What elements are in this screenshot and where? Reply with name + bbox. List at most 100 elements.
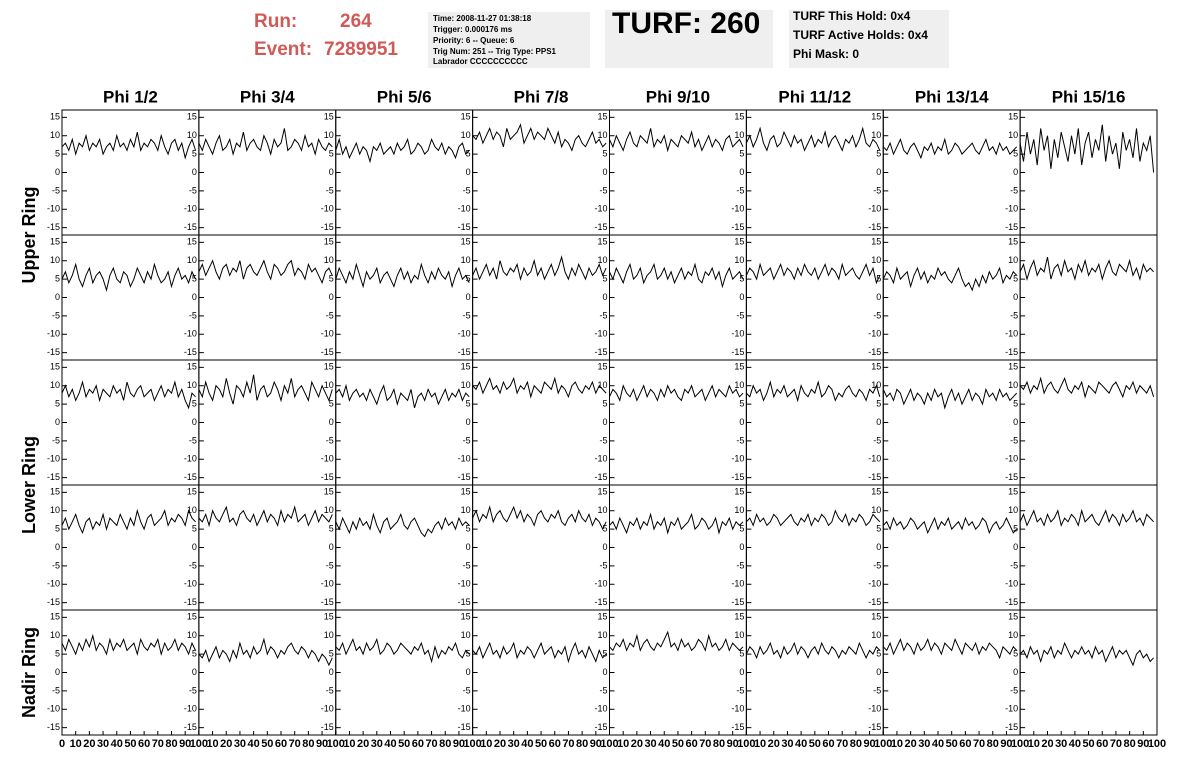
y-tick-label: 10 (871, 380, 881, 390)
y-tick-label: 10 (461, 630, 471, 640)
y-tick-label: 10 (461, 380, 471, 390)
y-tick-label: -15 (47, 597, 60, 607)
y-tick-label: 0 (466, 667, 471, 677)
y-tick-label: 10 (50, 255, 60, 265)
y-tick-label: 5 (466, 648, 471, 658)
y-tick-label: -10 (458, 329, 471, 339)
event-number: 7289951 (324, 39, 398, 60)
y-tick-label: 5 (602, 398, 607, 408)
y-tick-label: -10 (1005, 579, 1018, 589)
y-tick-label: 0 (739, 542, 744, 552)
panel-frame (198, 484, 337, 611)
y-tick-label: 15 (324, 362, 334, 372)
y-tick-label: 15 (734, 362, 744, 372)
y-tick-label: -15 (47, 347, 60, 357)
panel-frame (882, 484, 1021, 611)
y-tick-label: -15 (184, 722, 197, 732)
y-tick-label: 15 (1008, 487, 1018, 497)
column-title: Phi 13/14 (915, 87, 989, 106)
y-tick-label: -10 (47, 454, 60, 464)
x-tick-label: 10 (891, 738, 903, 750)
waveform (882, 137, 1018, 160)
y-tick-label: -10 (458, 579, 471, 589)
x-tick-label: 90 (316, 738, 328, 750)
info-line: Labrador CCCCCCCCCC (433, 57, 528, 66)
y-tick-label: -5 (463, 560, 471, 570)
waveform (472, 255, 607, 281)
x-tick-label: 20 (494, 738, 506, 750)
status-line: TURF Active Holds: 0x4 (793, 28, 928, 42)
y-tick-label: 5 (192, 398, 197, 408)
y-tick-label: 0 (1013, 292, 1018, 302)
y-tick-label: 0 (192, 417, 197, 427)
y-tick-label: -15 (1005, 722, 1018, 732)
row-title: Nadir Ring (19, 627, 39, 718)
panel-frame (882, 359, 1021, 486)
x-tick-label: 50 (809, 738, 821, 750)
y-tick-label: 0 (876, 667, 881, 677)
y-tick-label: 0 (329, 292, 334, 302)
y-tick-label: -5 (463, 685, 471, 695)
y-tick-label: 15 (187, 112, 197, 122)
x-tick-label: 80 (439, 738, 451, 750)
y-tick-label: 5 (55, 398, 60, 408)
y-tick-label: 15 (871, 112, 881, 122)
y-tick-label: 15 (324, 612, 334, 622)
y-tick-label: -5 (326, 685, 334, 695)
y-tick-label: -15 (594, 222, 607, 232)
x-tick-label: 30 (644, 738, 656, 750)
y-tick-label: -10 (731, 329, 744, 339)
y-tick-label: -5 (52, 185, 60, 195)
y-tick-label: -10 (47, 704, 60, 714)
y-tick-label: 0 (739, 417, 744, 427)
y-tick-label: 0 (55, 167, 60, 177)
y-tick-label: -5 (873, 310, 881, 320)
y-tick-label: 5 (192, 148, 197, 158)
x-tick-label: 60 (1096, 738, 1108, 750)
x-tick-label: 50 (124, 738, 136, 750)
y-tick-label: 10 (597, 255, 607, 265)
x-tick-label: 80 (165, 738, 177, 750)
panel-frame (609, 609, 747, 736)
x-tick-label: 20 (768, 738, 780, 750)
info-line: Trigger: 0.000176 ms (433, 25, 513, 34)
y-tick-label: 5 (876, 148, 881, 158)
y-tick-label: 15 (324, 487, 334, 497)
y-tick-label: -10 (731, 704, 744, 714)
x-tick-label: 90 (453, 738, 465, 750)
y-tick-label: 5 (602, 648, 607, 658)
y-tick-label: -10 (868, 704, 881, 714)
y-tick-label: 15 (461, 487, 471, 497)
panel-frame (609, 359, 747, 486)
y-tick-label: -15 (47, 222, 60, 232)
x-tick-label: 90 (179, 738, 191, 750)
x-tick-label: 90 (863, 738, 875, 750)
y-tick-label: -5 (463, 310, 471, 320)
y-tick-label: -5 (326, 185, 334, 195)
waveform (882, 638, 1018, 660)
waveform (472, 123, 607, 152)
y-tick-label: 0 (192, 167, 197, 177)
y-tick-label: 10 (734, 255, 744, 265)
panel-frame (745, 609, 884, 736)
x-tick-label: 40 (932, 738, 944, 750)
y-tick-label: -15 (321, 597, 334, 607)
y-tick-label: 15 (324, 237, 334, 247)
y-tick-label: -15 (731, 597, 744, 607)
waveform (609, 262, 744, 289)
x-tick-label: 30 (781, 738, 793, 750)
y-tick-label: -5 (52, 310, 60, 320)
y-tick-label: 0 (466, 417, 471, 427)
y-tick-label: -10 (594, 204, 607, 214)
event-label: Event: (254, 39, 312, 60)
panel-frame (472, 234, 610, 361)
column-title: Phi 9/10 (646, 87, 710, 106)
x-tick-label: 10 (1028, 738, 1040, 750)
y-tick-label: 0 (602, 542, 607, 552)
y-tick-label: 15 (871, 612, 881, 622)
x-tick-label: 20 (220, 738, 232, 750)
x-tick-label: 20 (905, 738, 917, 750)
y-tick-label: 0 (876, 542, 881, 552)
y-tick-label: -15 (458, 472, 471, 482)
